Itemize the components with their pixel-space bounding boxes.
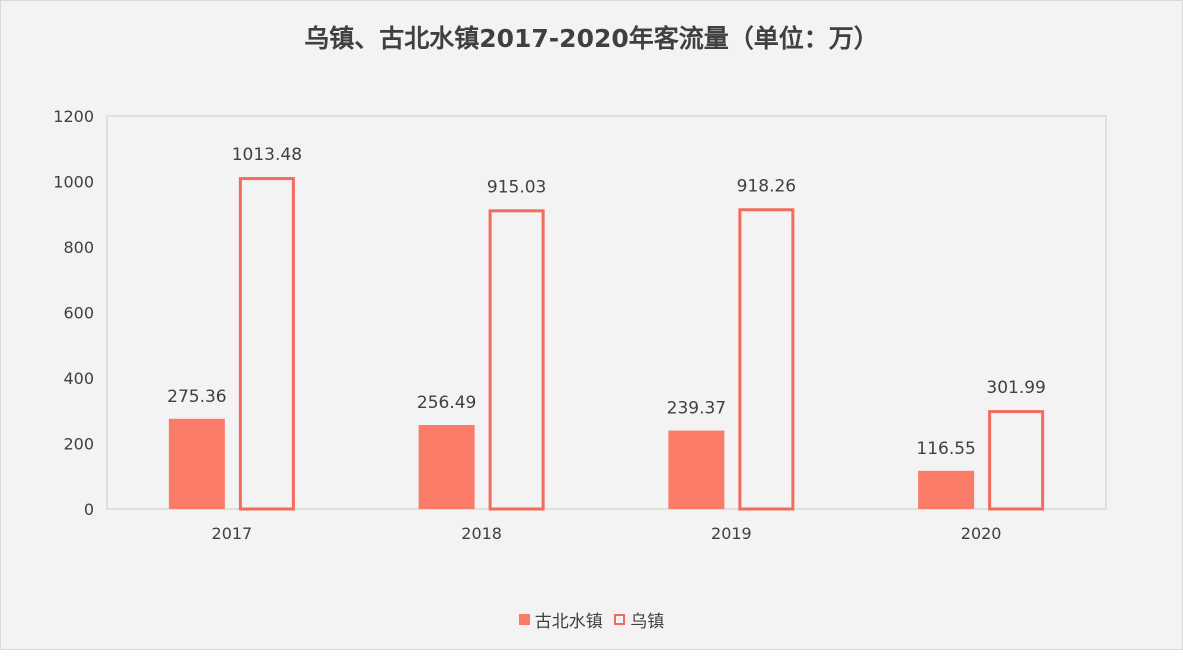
y-tick-label: 600	[63, 304, 94, 323]
chart-area: 乌镇、古北水镇2017-2020年客流量（单位：万） 0 200 400 600 800…	[0, 0, 1183, 650]
plot-svg: 0 200 400 600 800 1000 1200 2017 275.36 1013.48 20…	[53, 107, 1107, 543]
chart-title: 乌镇、古北水镇2017-2020年客流量（单位：万）	[304, 24, 879, 53]
data-label: 275.36	[167, 387, 226, 407]
y-tick-label: 0	[84, 500, 94, 519]
data-label: 915.03	[487, 177, 546, 197]
bar-gubei	[918, 470, 975, 509]
legend-item-gubei: 古北水镇	[518, 607, 603, 632]
y-tick-label: 400	[63, 369, 94, 388]
data-label: 239.37	[667, 399, 726, 419]
bar-gubei	[418, 424, 475, 509]
legend-label-gubei: 古北水镇	[534, 612, 603, 632]
legend-label-wuzhen: 乌镇	[630, 612, 665, 632]
legend-item-wuzhen: 乌镇	[614, 607, 664, 632]
bar-wuzhen	[488, 209, 545, 511]
bar-wuzhen	[738, 208, 795, 511]
data-label: 1013.48	[232, 145, 302, 165]
data-label: 256.49	[417, 393, 476, 413]
y-tick-label: 1200	[53, 107, 94, 126]
x-tick-label: 2019	[711, 524, 752, 543]
x-tick-label: 2018	[461, 524, 502, 543]
legend-swatch-outline	[614, 614, 626, 625]
bar-wuzhen	[238, 177, 295, 511]
x-tick-label: 2020	[961, 524, 1002, 543]
plot-border	[106, 115, 1107, 510]
bar-gubei	[168, 418, 225, 509]
y-tick-label: 200	[63, 435, 94, 454]
data-label: 918.26	[737, 176, 796, 196]
bar-gubei	[668, 430, 725, 509]
legend: 古北水镇 乌镇	[1, 607, 1182, 632]
x-tick-label: 2017	[212, 524, 253, 543]
data-label: 301.99	[986, 378, 1045, 398]
y-tick-label: 800	[63, 238, 94, 257]
y-tick-label: 1000	[53, 173, 94, 192]
bar-wuzhen	[988, 410, 1045, 511]
data-label: 116.55	[916, 439, 975, 459]
legend-swatch-filled	[518, 614, 530, 625]
